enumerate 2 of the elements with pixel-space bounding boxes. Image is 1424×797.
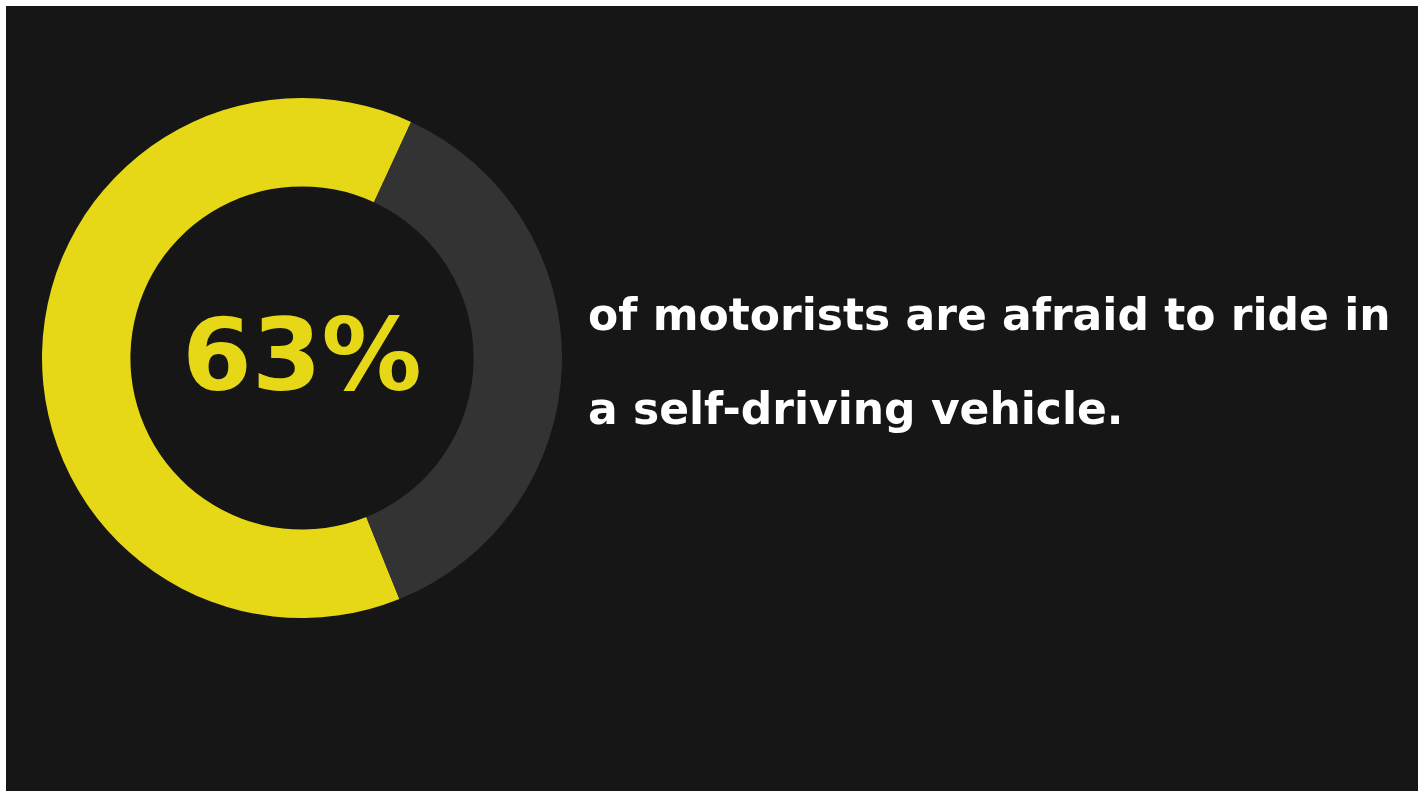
data-label: 63% (182, 296, 422, 414)
text: of motorists are afraid to ride in a self-driving vehicle. (588, 288, 1392, 436)
